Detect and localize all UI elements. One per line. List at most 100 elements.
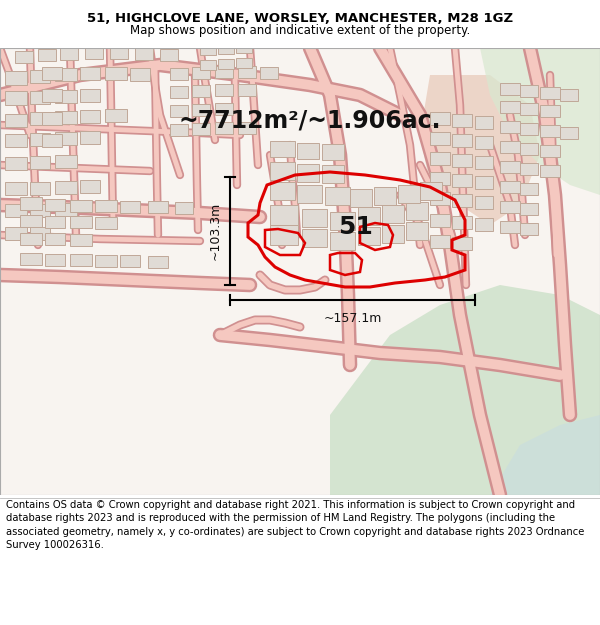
Bar xyxy=(420,182,442,200)
Bar xyxy=(520,183,538,195)
Bar xyxy=(500,121,520,133)
Bar xyxy=(80,67,100,80)
Bar xyxy=(192,67,210,79)
Bar xyxy=(55,111,77,124)
Bar xyxy=(30,227,50,240)
Polygon shape xyxy=(330,285,600,495)
Bar xyxy=(95,255,117,267)
Bar xyxy=(170,68,188,80)
Bar xyxy=(540,87,560,99)
Bar xyxy=(15,51,33,63)
Bar xyxy=(374,187,396,205)
Bar xyxy=(475,196,493,209)
Bar xyxy=(540,105,560,117)
Bar xyxy=(120,255,140,267)
Bar xyxy=(215,66,233,78)
Bar xyxy=(85,47,103,59)
Bar xyxy=(500,221,520,233)
Bar xyxy=(215,103,233,115)
Bar xyxy=(430,235,450,248)
Bar xyxy=(200,45,216,55)
Bar xyxy=(70,216,92,228)
Bar xyxy=(20,197,42,210)
Text: 51: 51 xyxy=(338,215,373,239)
Bar xyxy=(175,202,193,214)
Bar xyxy=(500,161,520,173)
Bar xyxy=(520,123,538,135)
Bar xyxy=(5,71,27,85)
Text: Contains OS data © Crown copyright and database right 2021. This information is : Contains OS data © Crown copyright and d… xyxy=(6,500,584,550)
Text: ~7712m²/~1.906ac.: ~7712m²/~1.906ac. xyxy=(179,108,441,132)
Bar xyxy=(500,101,520,113)
Bar xyxy=(5,114,27,127)
Bar xyxy=(302,229,327,247)
Bar xyxy=(452,174,472,187)
Polygon shape xyxy=(490,415,600,495)
Bar xyxy=(238,122,256,134)
Bar xyxy=(452,114,472,127)
Bar xyxy=(358,207,380,225)
Bar xyxy=(430,152,450,165)
Bar xyxy=(95,200,117,212)
Polygon shape xyxy=(480,48,600,195)
Bar xyxy=(215,84,233,96)
Bar xyxy=(5,91,27,105)
Bar xyxy=(42,89,62,102)
Bar xyxy=(192,104,210,116)
Bar xyxy=(135,48,153,60)
Bar xyxy=(148,256,168,268)
Bar xyxy=(350,189,372,207)
Bar xyxy=(475,116,493,129)
Bar xyxy=(105,67,127,80)
Bar xyxy=(540,165,560,177)
Bar xyxy=(475,218,493,231)
Bar xyxy=(45,233,65,245)
Bar xyxy=(520,203,538,215)
Bar xyxy=(30,182,50,195)
Bar xyxy=(540,125,560,137)
Bar xyxy=(20,253,42,265)
Bar xyxy=(200,60,216,70)
Bar xyxy=(160,49,178,61)
Text: 51, HIGHCLOVE LANE, WORSLEY, MANCHESTER, M28 1GZ: 51, HIGHCLOVE LANE, WORSLEY, MANCHESTER,… xyxy=(87,12,513,25)
Bar xyxy=(80,89,100,102)
Text: Map shows position and indicative extent of the property.: Map shows position and indicative extent… xyxy=(130,24,470,38)
Bar xyxy=(297,164,319,182)
Bar xyxy=(520,103,538,115)
Bar xyxy=(398,185,420,203)
Bar xyxy=(55,181,77,194)
Bar xyxy=(322,144,344,160)
Bar xyxy=(500,181,520,193)
Bar xyxy=(430,192,450,205)
Bar xyxy=(238,66,256,78)
Bar xyxy=(5,204,27,217)
Bar xyxy=(80,180,100,193)
Bar xyxy=(192,123,210,135)
Bar xyxy=(30,70,50,83)
Bar xyxy=(500,201,520,213)
Bar xyxy=(540,145,560,157)
Bar xyxy=(80,110,100,123)
Bar xyxy=(170,124,188,136)
Bar xyxy=(218,59,234,69)
Bar xyxy=(20,215,42,227)
Bar xyxy=(236,43,252,53)
Bar xyxy=(110,47,128,59)
Bar xyxy=(38,49,56,61)
Bar xyxy=(170,86,188,98)
Bar xyxy=(500,141,520,153)
Bar xyxy=(60,48,78,60)
Bar xyxy=(70,234,92,246)
Bar xyxy=(325,187,350,205)
Bar xyxy=(42,67,62,80)
Bar xyxy=(270,225,298,245)
Bar xyxy=(452,237,472,250)
Bar xyxy=(270,205,298,225)
Bar xyxy=(452,154,472,167)
Bar xyxy=(120,201,140,213)
Bar xyxy=(297,143,319,159)
Bar xyxy=(330,212,355,230)
Bar xyxy=(5,134,27,147)
Bar xyxy=(45,216,65,228)
Text: ~103.3m: ~103.3m xyxy=(209,202,222,260)
